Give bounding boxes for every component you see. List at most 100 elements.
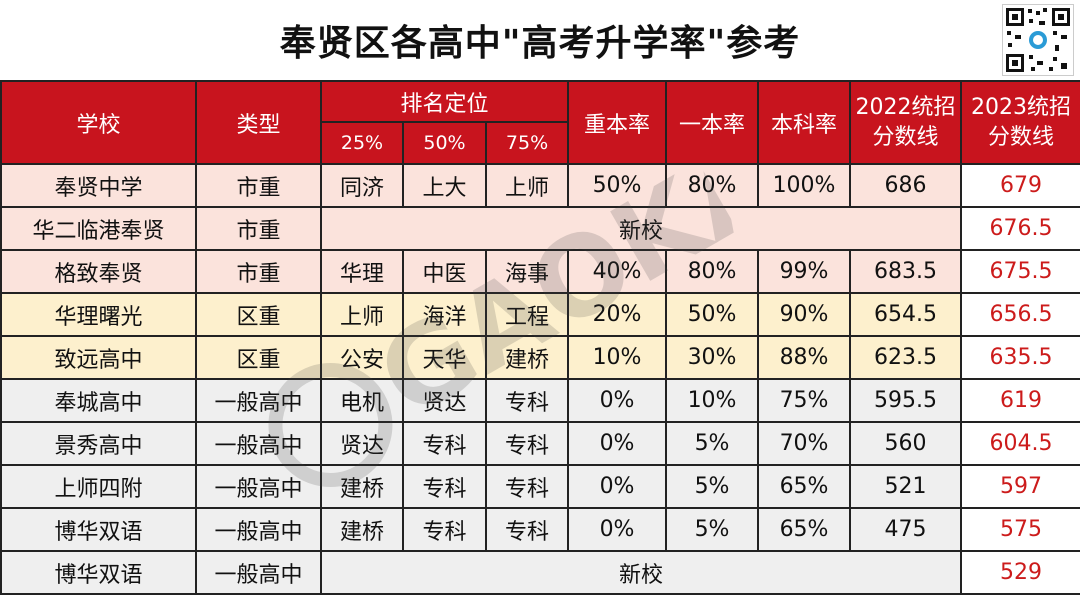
col-header-p25: 25% (320, 121, 404, 165)
new-school-note: 新校 (319, 206, 963, 251)
tier1-rate: 50% (665, 292, 760, 337)
key-rate: 0% (567, 378, 668, 423)
school-name: 华二临港奉贤 (0, 206, 197, 251)
table-row: 博华双语 一般高中 建桥 专科 专科 0% 5% 65% 475 575 (0, 507, 1080, 552)
school-type: 市重 (195, 206, 322, 251)
rank-75: 专科 (484, 421, 570, 466)
rank-25: 华理 (320, 249, 404, 294)
score-2022-line2: 分数线 (872, 124, 939, 150)
school-type: 一般高中 (195, 550, 322, 595)
key-rate: 40% (567, 249, 668, 294)
score-2022: 595.5 (849, 378, 963, 423)
rank-25: 公安 (320, 335, 404, 380)
school-name: 博华双语 (0, 550, 197, 595)
bachelor-rate: 65% (757, 464, 852, 509)
score-2023: 635.5 (960, 335, 1080, 380)
rank-50: 贤达 (402, 378, 487, 423)
school-name: 奉城高中 (0, 378, 197, 423)
col-header-key-rate: 重本率 (567, 80, 668, 165)
key-rate: 20% (567, 292, 668, 337)
rank-25: 上师 (320, 292, 404, 337)
key-rate: 0% (567, 421, 668, 466)
title-bar: 奉贤区各高中"高考升学率"参考 (0, 0, 1080, 82)
rank-75: 专科 (484, 507, 570, 552)
col-header-type: 类型 (195, 80, 322, 165)
tier1-rate: 5% (665, 421, 760, 466)
rank-75: 建桥 (484, 335, 570, 380)
col-header-score-2023: 2023统招 分数线 (960, 80, 1080, 165)
school-type: 一般高中 (195, 421, 322, 466)
col-header-school: 学校 (0, 80, 197, 165)
new-school-note: 新校 (319, 550, 963, 595)
bachelor-rate: 88% (757, 335, 852, 380)
score-2023: 676.5 (960, 206, 1080, 251)
score-2022: 654.5 (849, 292, 963, 337)
rank-75: 专科 (484, 464, 570, 509)
score-2023: 575 (960, 507, 1080, 552)
score-2023: 619 (960, 378, 1080, 423)
score-2023: 679 (960, 163, 1080, 208)
score-2023: 597 (960, 464, 1080, 509)
tier1-rate: 5% (665, 507, 760, 552)
school-name: 景秀高中 (0, 421, 197, 466)
score-2022: 475 (849, 507, 963, 552)
score-2022-line1: 2022统招 (855, 94, 956, 120)
key-rate: 0% (567, 464, 668, 509)
rank-50: 专科 (402, 421, 487, 466)
school-type: 区重 (195, 335, 322, 380)
key-rate: 50% (567, 163, 668, 208)
page-title: 奉贤区各高中"高考升学率"参考 (279, 23, 801, 64)
school-type: 市重 (195, 163, 322, 208)
table-row: 华理曙光 区重 上师 海洋 工程 20% 50% 90% 654.5 656.5 (0, 292, 1080, 337)
school-name: 博华双语 (0, 507, 197, 552)
school-type: 区重 (195, 292, 322, 337)
table-row: 格致奉贤 市重 华理 中医 海事 40% 80% 99% 683.5 675.5 (0, 249, 1080, 294)
table-row: 博华双语 一般高中 新校 529 (0, 550, 1080, 595)
col-header-ranking: 排名定位 (319, 80, 570, 123)
tier1-rate: 80% (665, 249, 760, 294)
bachelor-rate: 75% (757, 378, 852, 423)
table-row: 景秀高中 一般高中 贤达 专科 专科 0% 5% 70% 560 604.5 (0, 421, 1080, 466)
school-name: 格致奉贤 (0, 249, 197, 294)
qr-code-icon (1002, 4, 1074, 76)
rank-50: 专科 (402, 464, 487, 509)
tier1-rate: 5% (665, 464, 760, 509)
score-2022: 560 (849, 421, 963, 466)
key-rate: 10% (567, 335, 668, 380)
col-header-p75: 75% (484, 121, 570, 165)
score-2023: 675.5 (960, 249, 1080, 294)
school-type: 一般高中 (195, 378, 322, 423)
score-2022: 686 (849, 163, 963, 208)
rank-25: 建桥 (320, 507, 404, 552)
table-row: 上师四附 一般高中 建桥 专科 专科 0% 5% 65% 521 597 (0, 464, 1080, 509)
score-2023: 656.5 (960, 292, 1080, 337)
school-type: 市重 (195, 249, 322, 294)
rank-25: 同济 (320, 163, 404, 208)
tier1-rate: 30% (665, 335, 760, 380)
rank-50: 天华 (402, 335, 487, 380)
rank-25: 电机 (320, 378, 404, 423)
score-2022: 521 (849, 464, 963, 509)
rank-75: 工程 (484, 292, 570, 337)
score-2022: 623.5 (849, 335, 963, 380)
col-header-p50: 50% (402, 121, 487, 165)
table-row: 奉城高中 一般高中 电机 贤达 专科 0% 10% 75% 595.5 619 (0, 378, 1080, 423)
school-type: 一般高中 (195, 464, 322, 509)
col-header-tier1-rate: 一本率 (665, 80, 760, 165)
tier1-rate: 80% (665, 163, 760, 208)
school-name: 奉贤中学 (0, 163, 197, 208)
school-type: 一般高中 (195, 507, 322, 552)
table-row: 奉贤中学 市重 同济 上大 上师 50% 80% 100% 686 679 (0, 163, 1080, 208)
col-header-score-2022: 2022统招 分数线 (849, 80, 963, 165)
school-name: 上师四附 (0, 464, 197, 509)
bachelor-rate: 99% (757, 249, 852, 294)
rank-25: 贤达 (320, 421, 404, 466)
rank-75: 上师 (484, 163, 570, 208)
bachelor-rate: 90% (757, 292, 852, 337)
rank-50: 海洋 (402, 292, 487, 337)
admission-rate-table: 学校 类型 排名定位 重本率 一本率 本科率 2022统招 分数线 2023统招… (0, 80, 1080, 595)
score-2023-line1: 2023统招 (971, 94, 1072, 120)
score-2022: 683.5 (849, 249, 963, 294)
rank-50: 中医 (402, 249, 487, 294)
rank-50: 专科 (402, 507, 487, 552)
